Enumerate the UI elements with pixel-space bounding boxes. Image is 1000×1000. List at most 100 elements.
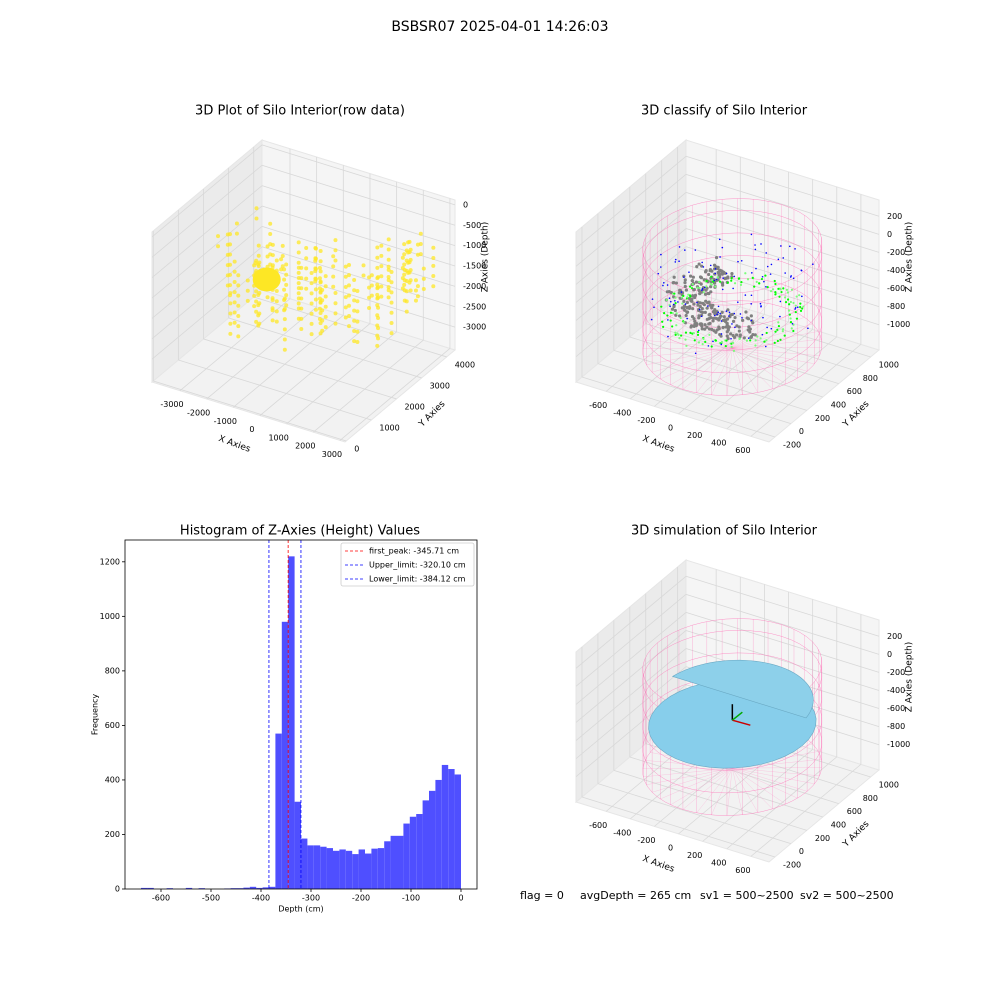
point-decor xyxy=(343,295,348,300)
point-decor xyxy=(333,291,338,296)
wall-point xyxy=(673,308,677,313)
noise-point xyxy=(707,305,709,307)
surface-point xyxy=(789,300,792,304)
point-decor xyxy=(386,278,391,283)
wall-point xyxy=(699,322,703,326)
y-tick-label: 600 xyxy=(847,387,862,396)
bar xyxy=(416,814,423,889)
bar xyxy=(237,888,244,889)
surface-point xyxy=(792,329,795,333)
bar xyxy=(141,887,148,889)
silo-floor-rib xyxy=(732,347,773,389)
wall-point xyxy=(712,309,716,314)
bar xyxy=(243,887,250,889)
noise-point xyxy=(686,317,688,320)
noise-point xyxy=(754,248,757,251)
noise-point xyxy=(725,272,728,275)
point-decor xyxy=(284,282,289,287)
z-tick-label: -200 xyxy=(887,668,905,677)
wall-point xyxy=(678,314,682,318)
point-decor xyxy=(347,313,352,318)
wall-point xyxy=(738,333,742,337)
noise-point xyxy=(718,238,721,241)
noise-point xyxy=(780,245,782,247)
grid-line xyxy=(581,376,776,438)
noise-point xyxy=(765,252,768,254)
grid-line xyxy=(153,380,347,442)
surface-point xyxy=(682,294,685,297)
wall-point xyxy=(700,290,704,294)
noise-point xyxy=(653,306,655,309)
point-decor xyxy=(402,278,407,283)
noise-point xyxy=(701,289,703,291)
surface-point xyxy=(701,343,704,346)
point-decor xyxy=(386,247,391,252)
point-decor xyxy=(317,276,322,281)
surface-point xyxy=(789,317,792,320)
noise-point xyxy=(760,243,762,245)
point-decor xyxy=(407,239,412,244)
grid-line xyxy=(261,205,456,267)
x-tick-label: -200 xyxy=(352,894,370,903)
noise-point xyxy=(766,326,768,329)
surface-point xyxy=(684,338,687,341)
x-tick-label: 600 xyxy=(735,866,750,875)
noise-point xyxy=(667,335,669,338)
noise-point xyxy=(732,287,734,290)
point-decor xyxy=(304,256,309,261)
noise-point xyxy=(794,306,797,309)
noise-point xyxy=(766,265,769,268)
point-decor xyxy=(304,246,309,251)
bar xyxy=(198,888,205,889)
wall-point xyxy=(704,299,708,303)
grid-line xyxy=(575,575,687,669)
noise-point xyxy=(712,340,714,343)
wall-point xyxy=(697,262,701,266)
wall-point xyxy=(726,326,730,331)
y-axis-label: Frequency xyxy=(91,694,100,736)
wall-point xyxy=(685,300,689,305)
surface-point xyxy=(674,296,677,299)
grid-line xyxy=(726,756,838,850)
surface-point xyxy=(778,295,781,298)
bar xyxy=(333,850,340,889)
silo-floor-rib xyxy=(642,347,733,349)
noise-point xyxy=(794,308,796,310)
silo-floor-rib xyxy=(650,332,733,349)
surface-point xyxy=(690,287,694,290)
wall-point xyxy=(751,321,755,325)
surface-point xyxy=(718,280,722,283)
noise-point xyxy=(678,246,681,248)
point-decor xyxy=(333,321,338,326)
wall-point xyxy=(700,327,704,331)
surface-point xyxy=(776,339,779,343)
grid-line xyxy=(685,575,880,637)
grid-line xyxy=(179,298,291,392)
surface-point xyxy=(730,279,733,282)
y-tick-label: 3000 xyxy=(430,381,450,390)
noise-point xyxy=(779,300,782,303)
point-decor xyxy=(431,263,436,268)
point-decor xyxy=(347,273,352,278)
point-decor xyxy=(331,254,336,259)
panel-title: 3D simulation of Silo Interior xyxy=(631,524,818,539)
wall-point xyxy=(714,316,718,320)
point-cluster xyxy=(252,267,281,292)
point-decor xyxy=(375,313,380,318)
wall-point xyxy=(670,307,675,311)
bar xyxy=(326,848,333,889)
grid-line xyxy=(178,359,372,421)
wall-point xyxy=(693,293,698,297)
x-tick-label: 0 xyxy=(668,843,673,852)
point-decor xyxy=(355,339,360,344)
noise-point xyxy=(650,318,653,321)
grid-line xyxy=(685,210,880,271)
silo-floor-rib xyxy=(732,306,782,349)
noise-point xyxy=(777,258,780,261)
bar xyxy=(422,800,429,889)
noise-point xyxy=(720,343,723,346)
grid-line xyxy=(613,349,807,411)
noise-point xyxy=(750,319,752,322)
x-tick-label: 200 xyxy=(687,851,702,860)
wall-point xyxy=(714,256,719,260)
